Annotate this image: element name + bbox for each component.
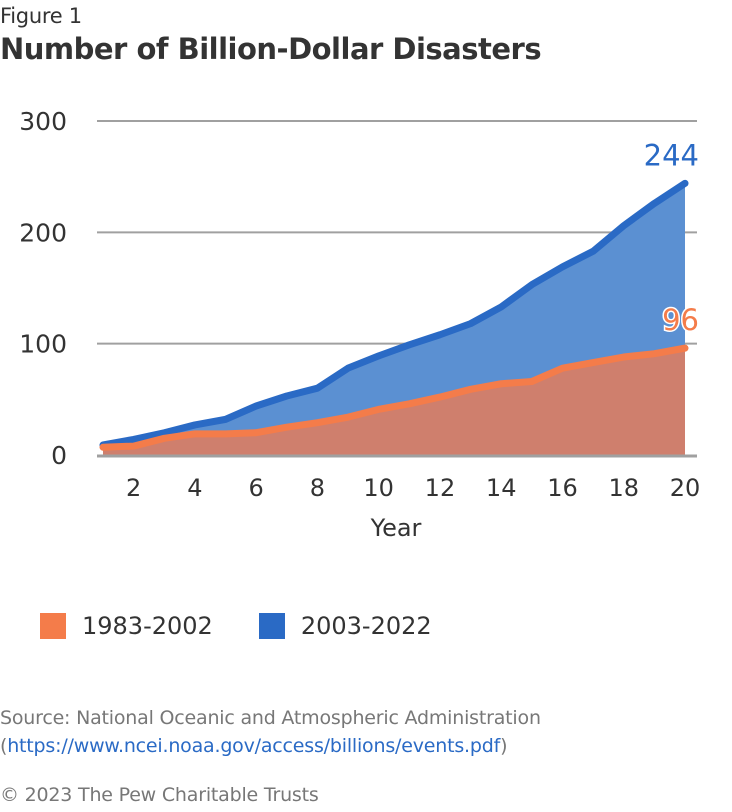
legend-item-2003-2022[interactable]: 2003-2022 (258, 612, 432, 640)
line-2003-2022 (99, 179, 689, 449)
source-text: Source: National Oceanic and Atmospheric… (0, 707, 541, 757)
area-chart: 0 100 200 300 2 4 6 8 10 12 14 16 18 20 Year 244 96 (19, 107, 700, 542)
x-tick-label: 6 (249, 474, 264, 502)
series-lines (99, 179, 689, 451)
end-label-1983-2002: 96 (662, 303, 699, 337)
x-axis-ticks: 2 4 6 8 10 12 14 16 18 20 (126, 474, 700, 502)
x-tick-label: 4 (187, 474, 202, 502)
x-tick-label: 18 (608, 474, 639, 502)
x-tick-label: 8 (310, 474, 325, 502)
y-tick-label: 100 (19, 330, 67, 359)
y-tick-label: 0 (51, 441, 67, 470)
x-tick-label: 14 (486, 474, 517, 502)
source-suffix: ) (500, 735, 508, 757)
end-labels: 244 96 (642, 137, 700, 339)
legend-label: 2003-2022 (300, 612, 432, 640)
x-tick-label: 2 (126, 474, 141, 502)
legend: 1983-2002 2003-2022 (40, 612, 478, 640)
y-tick-label: 200 (19, 218, 67, 247)
legend-label: 1983-2002 (82, 612, 213, 640)
x-tick-label: 10 (363, 474, 394, 502)
legend-item-1983-2002[interactable]: 1983-2002 (40, 612, 213, 640)
series-areas (103, 183, 685, 455)
area-1983-2002 (103, 348, 685, 455)
x-tick-label: 16 (547, 474, 578, 502)
figure-label: Figure 1 (0, 4, 82, 28)
y-axis-ticks: 0 100 200 300 (19, 107, 67, 470)
x-tick-label: 20 (670, 474, 701, 502)
source-note: Source: National Oceanic and Atmospheric… (0, 704, 720, 760)
legend-swatch-orange (40, 613, 66, 639)
end-label-2003-2022: 244 (644, 138, 699, 172)
source-link[interactable]: https://www.ncei.noaa.gov/access/billion… (7, 735, 501, 757)
y-tick-label: 300 (19, 107, 67, 136)
legend-swatch-blue (258, 613, 285, 639)
chart-title: Number of Billion-Dollar Disasters (0, 32, 542, 66)
copyright: © 2023 The Pew Charitable Trusts (0, 784, 319, 806)
x-axis-label: Year (370, 514, 422, 542)
x-tick-label: 12 (425, 474, 456, 502)
line-1983-2002 (99, 344, 689, 451)
